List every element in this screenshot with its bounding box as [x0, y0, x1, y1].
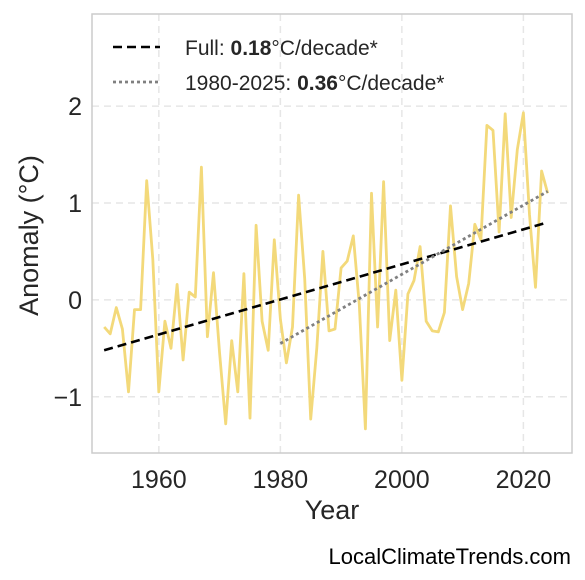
full-trend-line: [103, 221, 549, 352]
legend-recent-suffix: °C/decade*: [338, 72, 444, 95]
legend: Full: 0.18°C/decade* 1980-2025: 0.36°C/d…: [113, 37, 444, 95]
y-tick-label-0: 0: [68, 287, 82, 315]
y-axis-label: Anomaly (°C): [14, 155, 44, 316]
x-tick-label-2000: 2000: [374, 466, 430, 494]
x-tick-label-1980: 1980: [253, 466, 309, 494]
grid-lines: [92, 14, 572, 453]
x-axis-label: Year: [305, 495, 360, 525]
x-tick-label-2020: 2020: [496, 466, 552, 494]
y-tick-labels: −1 0 1 2: [53, 93, 82, 412]
legend-recent-value: 0.36: [297, 72, 338, 95]
legend-recent-prefix: 1980-2025:: [185, 72, 297, 95]
series-layer: [103, 111, 550, 431]
y-tick-label-1: 1: [68, 190, 82, 218]
legend-full-prefix: Full:: [185, 37, 231, 60]
legend-recent-trend-label: 1980-2025: 0.36°C/decade*: [185, 72, 444, 95]
anomaly-series-line: [103, 111, 550, 431]
plot-frame: [91, 13, 573, 454]
y-tick-label--1: −1: [53, 384, 82, 412]
recent-trend-line: [279, 190, 549, 345]
legend-full-value: 0.18: [231, 37, 272, 60]
y-tick-label-2: 2: [68, 93, 82, 121]
x-tick-label-1960: 1960: [131, 466, 187, 494]
legend-full-trend-label: Full: 0.18°C/decade*: [185, 37, 378, 60]
x-tick-labels: 1960 1980 2000 2020: [131, 466, 551, 494]
watermark-text: LocalClimateTrends.com: [328, 544, 572, 569]
legend-full-suffix: °C/decade*: [271, 37, 377, 60]
